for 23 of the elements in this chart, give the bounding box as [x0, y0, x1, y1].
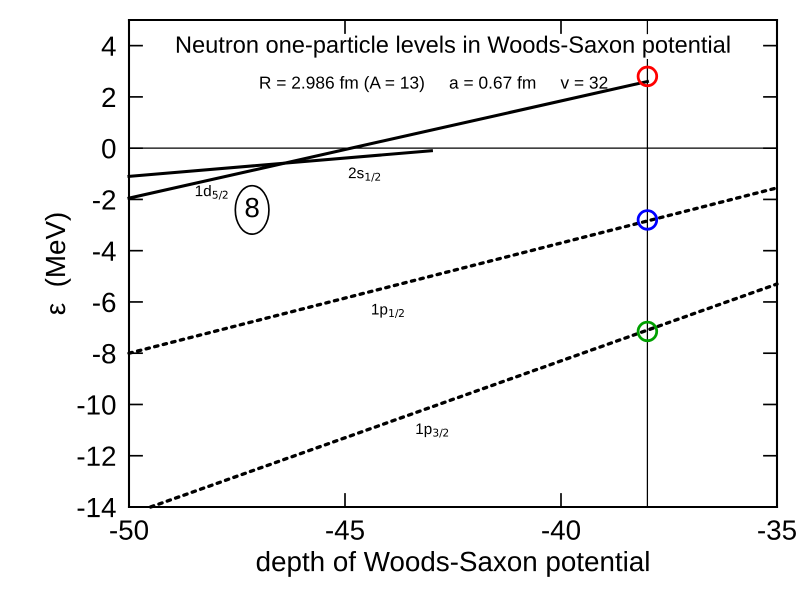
series-label: 1p$_{3/2}$ — [416, 424, 448, 438]
x-tick-label: -35 — [758, 520, 796, 540]
y-tick-label: 4 — [102, 36, 116, 56]
series-label: 2s$_{1/2}$ — [348, 168, 380, 182]
y-tick-label: -4 — [93, 242, 116, 261]
y-tick-label: -14 — [78, 498, 116, 518]
text: R = 2.986 fm (A = 13) a = 0.67 fm v = 32 — [260, 76, 608, 92]
y-axis-title: ε (MeV) — [44, 214, 71, 314]
x-axis-title: depth of Woods-Saxon potential — [256, 550, 649, 577]
x-tick-label: -40 — [542, 520, 580, 540]
series-label: 1d$_{5/2}$ — [196, 185, 228, 200]
y-tick-label: 2 — [102, 88, 116, 107]
y-tick-label: -2 — [93, 190, 116, 210]
annotation: 8 — [246, 198, 259, 218]
y-tick-label: -10 — [78, 395, 116, 415]
y-tick-label: -6 — [93, 292, 116, 312]
x-tick-label: -45 — [326, 520, 364, 540]
y-tick-label: -8 — [93, 344, 116, 364]
series-label: 1p$_{1/2}$ — [372, 304, 404, 318]
x-tick-label: -50 — [110, 520, 148, 540]
y-tick-label: 0 — [102, 138, 116, 158]
y-tick-label: -12 — [78, 446, 116, 466]
text: Neutron one-particle levels in Woods-Saxon potential — [176, 36, 730, 58]
